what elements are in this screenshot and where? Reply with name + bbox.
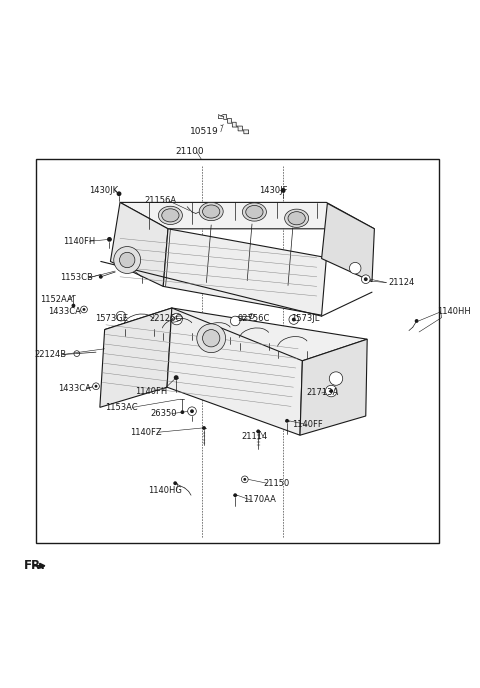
Text: 21124: 21124	[389, 278, 415, 287]
Text: 1140HH: 1140HH	[437, 308, 470, 316]
Ellipse shape	[242, 203, 266, 221]
Circle shape	[120, 252, 135, 268]
Text: 1153AC: 1153AC	[105, 403, 138, 412]
Text: 1153CB: 1153CB	[60, 273, 93, 282]
Circle shape	[329, 389, 333, 393]
Circle shape	[329, 372, 343, 385]
Text: 26350: 26350	[150, 409, 177, 418]
Bar	[36, 159, 439, 544]
Circle shape	[180, 410, 184, 414]
Circle shape	[241, 476, 248, 483]
Ellipse shape	[285, 209, 309, 227]
Ellipse shape	[162, 208, 179, 222]
Circle shape	[81, 306, 87, 313]
Circle shape	[349, 262, 361, 274]
Circle shape	[190, 409, 194, 413]
Polygon shape	[167, 308, 302, 436]
Polygon shape	[221, 115, 249, 133]
Text: 1140FZ: 1140FZ	[131, 428, 162, 437]
Text: 1140FF: 1140FF	[292, 420, 323, 429]
Circle shape	[292, 318, 296, 321]
Polygon shape	[300, 339, 367, 436]
Circle shape	[171, 313, 182, 325]
Text: 22124B: 22124B	[35, 350, 66, 359]
Text: 1573JL: 1573JL	[290, 314, 319, 323]
Text: 10519: 10519	[190, 127, 218, 136]
Polygon shape	[105, 308, 367, 361]
Text: FR.: FR.	[24, 559, 46, 572]
Circle shape	[289, 314, 299, 324]
Circle shape	[72, 303, 75, 308]
Circle shape	[188, 407, 196, 416]
Text: 1430JK: 1430JK	[89, 186, 118, 195]
Ellipse shape	[246, 206, 263, 219]
Circle shape	[285, 419, 289, 422]
Circle shape	[415, 319, 419, 323]
Circle shape	[174, 375, 179, 380]
Circle shape	[93, 383, 99, 389]
Text: 22126C: 22126C	[149, 314, 182, 323]
Circle shape	[83, 308, 85, 311]
Circle shape	[203, 330, 220, 347]
Circle shape	[107, 237, 112, 241]
Circle shape	[233, 493, 237, 497]
Circle shape	[361, 275, 370, 283]
Polygon shape	[322, 204, 374, 281]
Circle shape	[114, 246, 141, 273]
Text: 1170AA: 1170AA	[243, 495, 276, 504]
Circle shape	[243, 478, 246, 481]
Ellipse shape	[203, 205, 220, 218]
Polygon shape	[100, 308, 172, 407]
Text: 21713A: 21713A	[306, 389, 339, 398]
Ellipse shape	[288, 212, 305, 225]
Circle shape	[325, 385, 337, 397]
Polygon shape	[163, 229, 326, 315]
Circle shape	[364, 277, 368, 281]
Circle shape	[116, 312, 126, 321]
Circle shape	[256, 429, 260, 433]
Text: 1433CA: 1433CA	[58, 384, 91, 393]
Circle shape	[99, 275, 103, 279]
Text: 1140FH: 1140FH	[135, 387, 168, 396]
Polygon shape	[120, 202, 374, 229]
Circle shape	[95, 385, 97, 387]
Circle shape	[117, 191, 121, 196]
Circle shape	[173, 482, 177, 485]
Circle shape	[353, 266, 358, 270]
Circle shape	[202, 426, 206, 430]
Ellipse shape	[199, 202, 223, 221]
Text: 1433CA: 1433CA	[48, 308, 81, 316]
Circle shape	[230, 316, 240, 325]
Text: 92756C: 92756C	[237, 314, 270, 323]
Text: 1430JF: 1430JF	[259, 186, 288, 195]
Polygon shape	[110, 202, 168, 286]
Text: 1140HG: 1140HG	[148, 486, 181, 495]
Text: 1573GE: 1573GE	[95, 314, 128, 323]
Text: 21156A: 21156A	[145, 197, 177, 206]
Text: 21114: 21114	[241, 431, 267, 440]
Text: 1152AA: 1152AA	[40, 295, 73, 304]
Text: 21150: 21150	[264, 479, 289, 488]
Circle shape	[281, 188, 286, 193]
Circle shape	[334, 376, 338, 381]
Ellipse shape	[158, 206, 182, 224]
Text: 1140FH: 1140FH	[63, 237, 96, 246]
Circle shape	[197, 324, 226, 353]
Text: 21100: 21100	[175, 147, 204, 156]
